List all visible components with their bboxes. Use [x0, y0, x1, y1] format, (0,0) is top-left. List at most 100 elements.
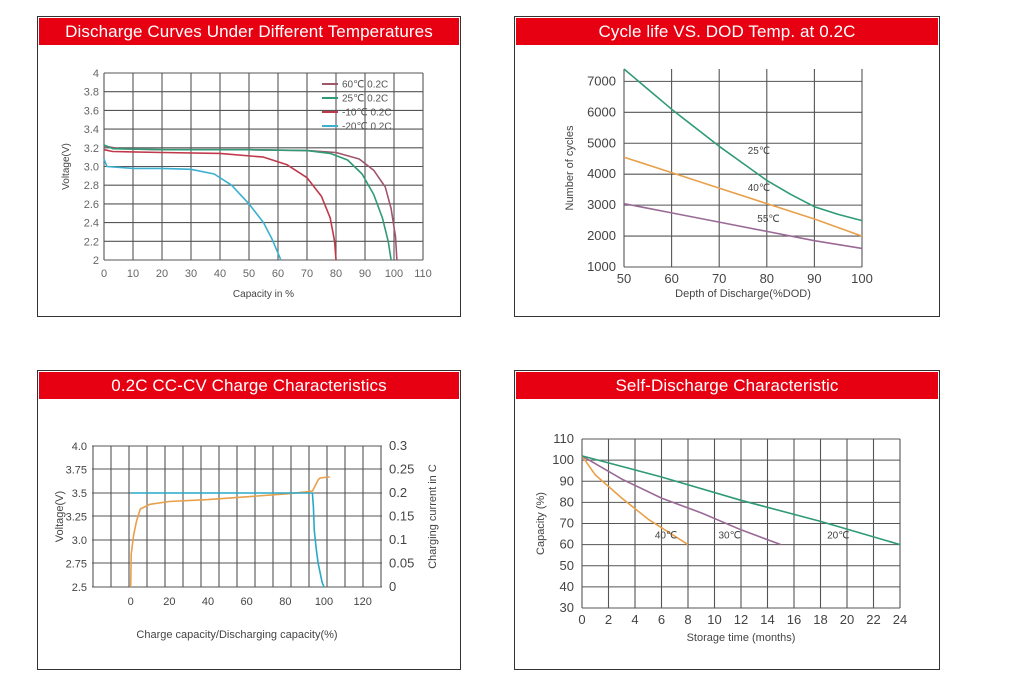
y-axis-label: Voltage(V) [54, 491, 66, 542]
y-tick-label: 80 [560, 494, 574, 509]
y-tick-label: 3.25 [66, 512, 87, 524]
x-tick-label: 6 [658, 612, 665, 627]
y-tick-label: 2.4 [84, 218, 99, 230]
x-tick-label: 40 [214, 268, 226, 280]
chart-title: 0.2C CC-CV Charge Characteristics [39, 372, 459, 399]
y2-tick-label: 0 [389, 579, 396, 594]
x-axis-label: Depth of Discharge(%DOD) [675, 288, 811, 300]
x-tick-label: 4 [631, 612, 638, 627]
x-tick-label: 60 [664, 271, 678, 286]
series-line [129, 476, 330, 588]
series-label: 25℃ [748, 146, 770, 157]
x-tick-label: 0 [128, 596, 134, 608]
series-label: 20℃ [827, 530, 849, 541]
chart-title: Discharge Curves Under Different Tempera… [39, 18, 459, 45]
y-tick-label: 2.2 [84, 236, 99, 248]
y-tick-label: 2.75 [66, 559, 87, 571]
x-axis-label: Capacity in % [233, 289, 294, 300]
charge-characteristics-chart: 0 20 40 60 80 100 120 2.5 2.75 3.0 3.25 3.5 3.75 4.0 0… [54, 438, 439, 641]
x-tick-label: 70 [301, 268, 313, 280]
series-line [623, 68, 863, 222]
y-tick-label: 3.2 [84, 143, 99, 155]
y-tick-label: 40 [560, 579, 574, 594]
x-tick-label: 60 [241, 596, 253, 608]
x-tick-label: 80 [330, 268, 342, 280]
y2-tick-label: 0.1 [389, 532, 407, 547]
y-tick-label: 60 [560, 537, 574, 552]
self-discharge-chart: 0 2 4 6 8 10 12 14 16 18 20 22 243040506070809010011… [535, 431, 907, 644]
chart-panel-charge: 0.2C CC-CV Charge Characteristics 0 20 40 6… [37, 370, 461, 670]
y2-tick-label: 0.15 [389, 509, 414, 524]
legend-label: 60℃ 0.2C [342, 80, 388, 91]
y-tick-label: 3000 [587, 197, 616, 212]
x-tick-label: 16 [787, 612, 801, 627]
x-tick-label: 60 [272, 268, 284, 280]
legend-label: -10℃ 0.2C [342, 108, 392, 119]
x-tick-label: 90 [359, 268, 371, 280]
x-tick-label: 18 [813, 612, 827, 627]
x-tick-label: 30 [185, 268, 197, 280]
x-tick-label: 100 [315, 596, 333, 608]
y2-tick-label: 0.25 [389, 462, 414, 477]
series-line [623, 202, 863, 250]
x-tick-label: 0 [101, 268, 107, 280]
series-line [581, 455, 689, 546]
y-axis-label: Voltage(V) [61, 143, 72, 190]
chart-title: Cycle life VS. DOD Temp. at 0.2C [516, 18, 938, 45]
legend-label: -20℃ 0.2C [342, 122, 392, 133]
x-tick-label: 12 [734, 612, 748, 627]
x-tick-label: 50 [617, 271, 631, 286]
y-tick-label: 4 [93, 68, 99, 80]
y-tick-label: 3.0 [84, 162, 99, 174]
y-tick-label: 2 [93, 255, 99, 267]
x-tick-label: 20 [163, 596, 175, 608]
cycle-life-chart: 50 60 70 80 90 100 1000 2000 3000 4000 5000 6000 700… [564, 68, 873, 300]
series-line [103, 144, 392, 261]
y2-tick-label: 0.3 [389, 438, 407, 453]
y2-tick-label: 0.2 [389, 485, 407, 500]
y-tick-label: 100 [552, 452, 574, 467]
series-line [103, 158, 282, 261]
x-tick-label: 70 [712, 271, 726, 286]
legend-label: 25℃ 0.2C [342, 94, 388, 105]
y-axis-label: Number of cycles [564, 125, 576, 210]
chart-panel-discharge: Discharge Curves Under Different Tempera… [37, 16, 461, 317]
y2-axis-label: Charging current in C [427, 464, 439, 569]
x-tick-label: 0 [578, 612, 585, 627]
series-label: 40℃ [748, 183, 770, 194]
series-line [623, 156, 863, 237]
series-line [103, 148, 337, 261]
x-tick-label: 100 [385, 268, 403, 280]
x-tick-label: 100 [851, 271, 873, 286]
y-tick-label: 2.5 [72, 582, 87, 594]
series-label: 30℃ [718, 530, 740, 541]
y-axis-label: Capacity (%) [535, 492, 547, 555]
y-tick-label: 110 [553, 431, 574, 446]
y2-tick-label: 0.05 [389, 556, 414, 571]
x-tick-label: 20 [840, 612, 854, 627]
series-label: 40℃ [655, 530, 677, 541]
x-tick-label: 90 [807, 271, 821, 286]
x-tick-label: 14 [760, 612, 774, 627]
chart-title: Self-Discharge Characteristic [516, 372, 938, 399]
x-tick-label: 24 [893, 612, 907, 627]
x-tick-label: 8 [684, 612, 691, 627]
x-tick-label: 10 [127, 268, 139, 280]
x-tick-label: 50 [243, 268, 255, 280]
x-tick-label: 22 [866, 612, 880, 627]
y-tick-label: 4000 [587, 166, 616, 181]
y-tick-label: 50 [560, 558, 574, 573]
x-axis-label: Storage time (months) [687, 632, 796, 644]
series-line [581, 455, 782, 546]
y-tick-label: 7000 [587, 73, 616, 88]
y-tick-label: 3.6 [84, 105, 99, 117]
y-tick-label: 2.8 [84, 180, 99, 192]
y-tick-label: 2.6 [84, 199, 99, 211]
y-tick-label: 90 [560, 473, 574, 488]
y-tick-label: 6000 [587, 104, 616, 119]
y-tick-label: 70 [560, 516, 574, 531]
y-tick-label: 3.4 [84, 124, 99, 136]
x-tick-label: 110 [414, 268, 432, 280]
y-tick-label: 3.75 [66, 465, 87, 477]
series-line [130, 492, 325, 588]
